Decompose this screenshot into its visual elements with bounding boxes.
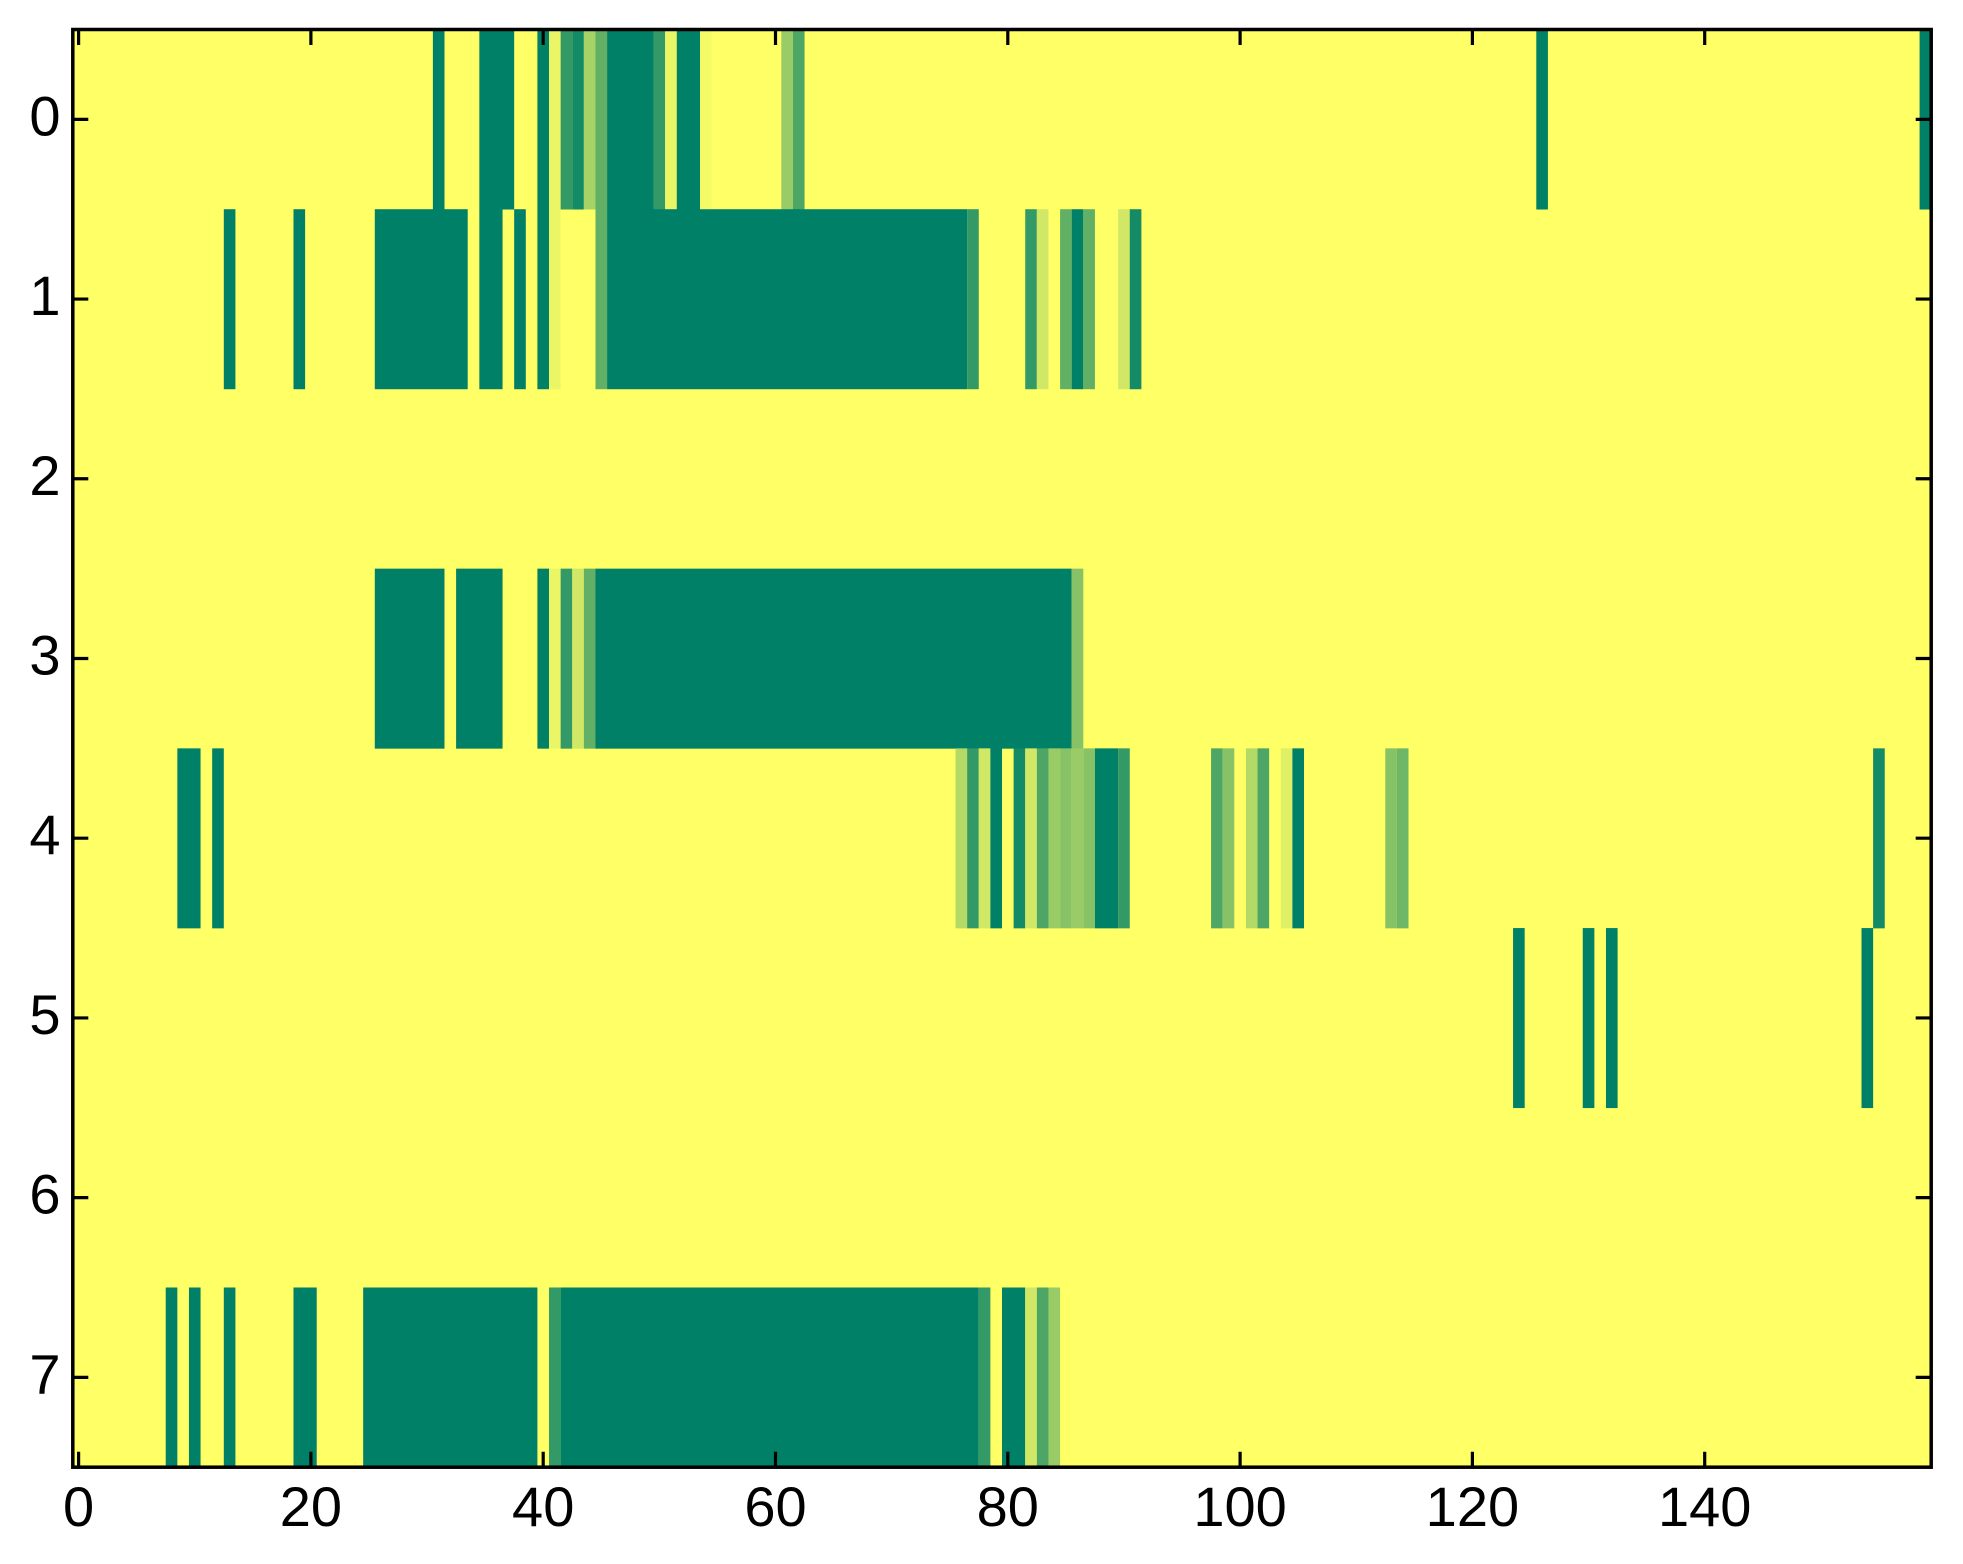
svg-text:2: 2 (29, 444, 60, 507)
svg-text:4: 4 (29, 803, 60, 866)
svg-text:6: 6 (29, 1163, 60, 1226)
svg-text:3: 3 (29, 623, 60, 686)
svg-text:60: 60 (744, 1475, 806, 1538)
svg-text:5: 5 (29, 983, 60, 1046)
svg-text:7: 7 (29, 1342, 60, 1405)
svg-text:0: 0 (63, 1475, 94, 1538)
svg-text:100: 100 (1193, 1475, 1286, 1538)
svg-text:40: 40 (512, 1475, 574, 1538)
svg-text:0: 0 (29, 84, 60, 147)
svg-text:20: 20 (280, 1475, 342, 1538)
svg-text:1: 1 (29, 264, 60, 327)
svg-text:120: 120 (1426, 1475, 1519, 1538)
svg-text:80: 80 (977, 1475, 1039, 1538)
svg-text:140: 140 (1658, 1475, 1751, 1538)
